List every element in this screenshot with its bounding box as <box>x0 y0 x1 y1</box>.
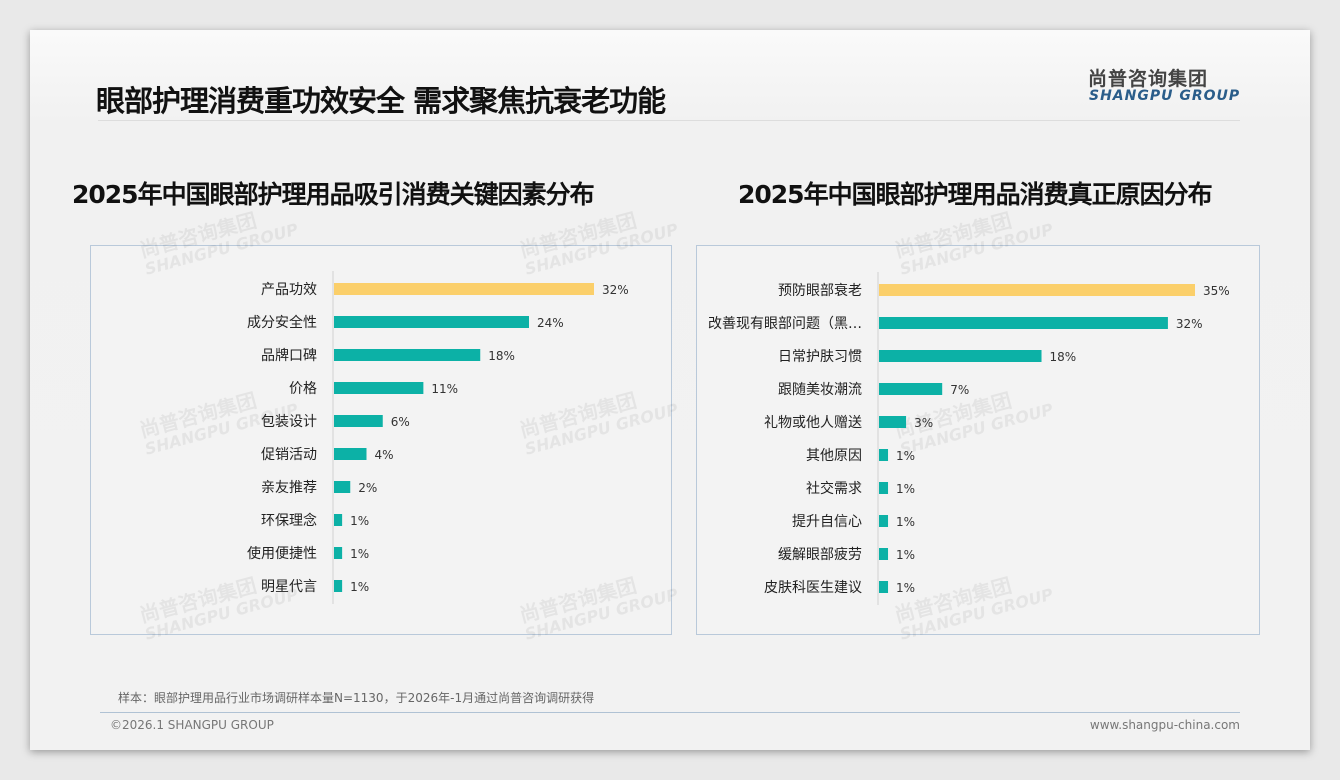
category-label: 包装设计 <box>261 414 317 430</box>
value-label: 32% <box>1176 317 1203 331</box>
category-label: 明星代言 <box>261 579 317 595</box>
value-label: 1% <box>350 514 369 528</box>
value-label: 1% <box>350 580 369 594</box>
chart-title-left: 2025年中国眼部护理用品吸引消费关键因素分布 <box>72 180 595 209</box>
value-label: 1% <box>896 449 915 463</box>
bar <box>879 581 889 593</box>
category-label: 缓解眼部疲劳 <box>778 546 862 563</box>
bar <box>879 317 1168 329</box>
value-label: 32% <box>602 283 629 297</box>
value-label: 1% <box>896 515 915 529</box>
bar <box>879 383 943 395</box>
value-label: 1% <box>896 482 915 496</box>
bar <box>879 548 889 560</box>
bar <box>879 284 1195 296</box>
category-label: 提升自信心 <box>792 514 862 530</box>
value-label: 2% <box>358 481 377 495</box>
category-label: 环保理念 <box>261 512 317 529</box>
bar <box>334 349 481 361</box>
bar <box>334 547 343 559</box>
bar <box>334 514 343 526</box>
slide: 眼部护理消费重功效安全 需求聚焦抗衰老功能 尚普咨询集团 SHANGPU GRO… <box>30 30 1310 750</box>
value-label: 3% <box>914 416 933 430</box>
value-label: 1% <box>350 547 369 561</box>
bar <box>334 415 383 427</box>
category-label: 使用便捷性 <box>247 545 317 562</box>
value-label: 6% <box>391 415 410 429</box>
copyright: ©2026.1 SHANGPU GROUP <box>110 718 274 732</box>
category-label: 跟随美妆潮流 <box>778 382 862 398</box>
value-label: 4% <box>375 448 394 462</box>
value-label: 1% <box>896 548 915 562</box>
category-label: 皮肤科医生建议 <box>764 580 862 596</box>
sample-note: 样本：眼部护理用品行业市场调研样本量N=1130，于2026年-1月通过尚普咨询… <box>118 691 595 705</box>
category-label: 价格 <box>289 381 317 397</box>
bar <box>334 448 367 460</box>
category-label: 亲友推荐 <box>261 480 317 496</box>
value-label: 24% <box>537 316 564 330</box>
value-label: 7% <box>950 383 969 397</box>
bar <box>879 515 889 527</box>
chart-panel-right <box>696 245 1260 635</box>
bar <box>879 482 889 494</box>
bar <box>879 350 1042 362</box>
bar <box>334 580 343 592</box>
value-label: 11% <box>431 382 458 396</box>
bar <box>334 316 529 328</box>
value-label: 1% <box>896 581 915 595</box>
logo-cn: 尚普咨询集团 <box>1088 68 1209 90</box>
website-link[interactable]: www.shangpu-china.com <box>1089 718 1240 732</box>
page-title: 眼部护理消费重功效安全 需求聚焦抗衰老功能 <box>96 84 666 118</box>
value-label: 18% <box>488 349 515 363</box>
bar <box>879 449 889 461</box>
category-label: 品牌口碑 <box>261 347 317 364</box>
chart-panel-left <box>90 245 672 635</box>
logo-en: SHANGPU GROUP <box>1089 88 1241 104</box>
category-label: 社交需求 <box>806 480 862 497</box>
category-label: 礼物或他人赠送 <box>764 415 862 431</box>
value-label: 35% <box>1203 284 1230 298</box>
category-label: 改善现有眼部问题（黑… <box>708 316 862 332</box>
category-label: 其他原因 <box>806 448 862 464</box>
header-divider <box>98 120 1240 121</box>
category-label: 促销活动 <box>261 447 317 463</box>
category-label: 成分安全性 <box>247 314 317 331</box>
value-label: 18% <box>1050 350 1077 364</box>
bar <box>879 416 907 428</box>
category-label: 日常护肤习惯 <box>778 348 862 365</box>
footer-divider <box>100 712 1240 713</box>
bar-charts: 产品功效 32% 成分安全性 24% 品牌口碑 18% 价格 11% 包装设计 6% 促销活动 4% 亲… <box>247 271 1230 605</box>
bar <box>334 382 424 394</box>
category-label: 产品功效 <box>261 282 317 298</box>
bar <box>334 481 351 493</box>
category-label: 预防眼部衰老 <box>778 282 862 299</box>
bar <box>334 283 594 295</box>
chart-title-right: 2025年中国眼部护理用品消费真正原因分布 <box>738 180 1213 209</box>
